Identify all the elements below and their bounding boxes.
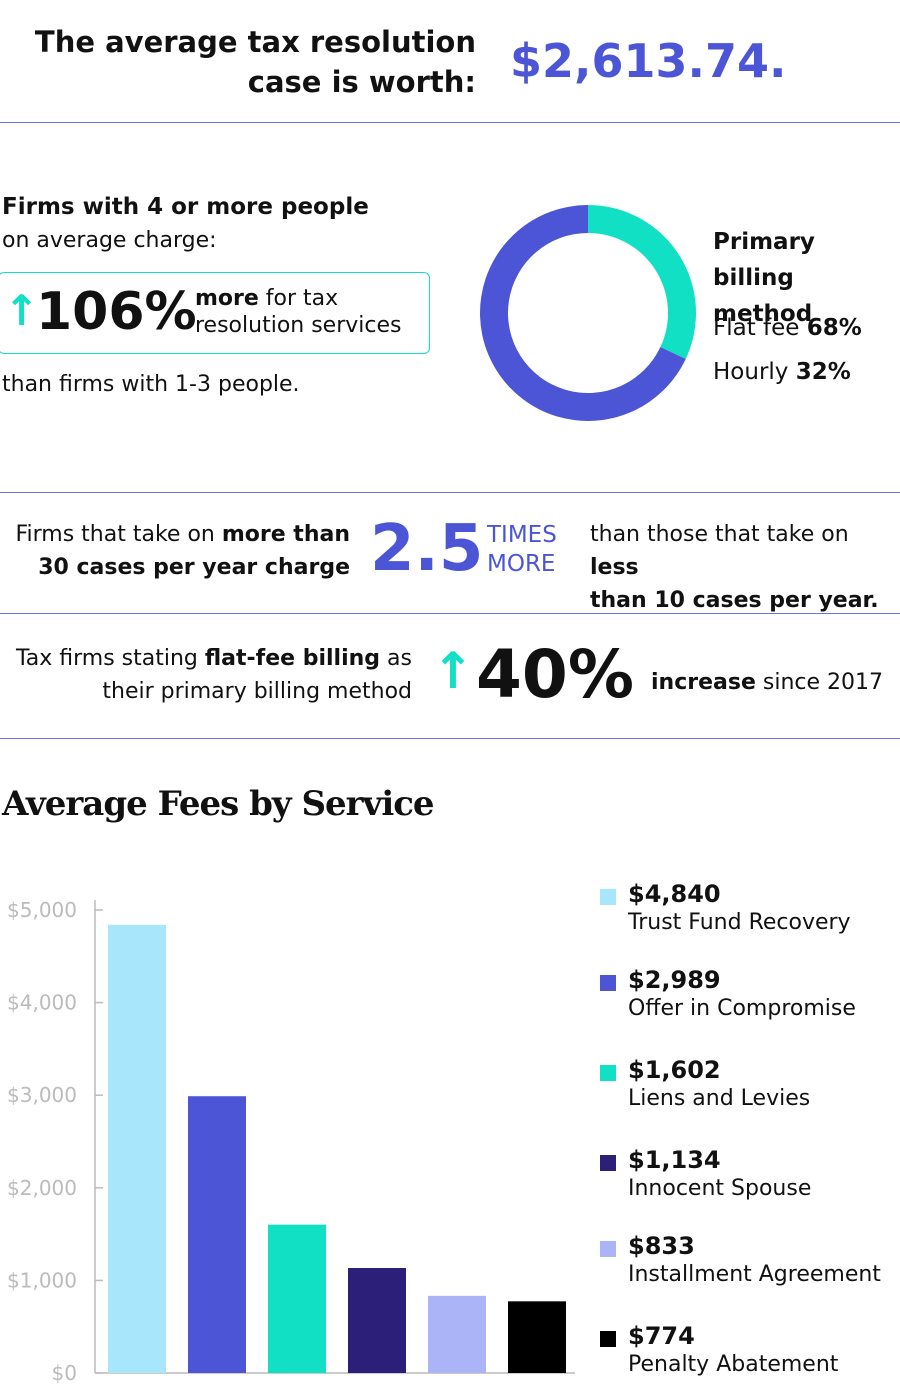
firm-footer: than firms with 1-3 people.	[2, 372, 300, 397]
volume-unit: TIMES MORE	[487, 522, 557, 577]
trend-number: 40%	[476, 636, 634, 713]
pie-legend-label: Hourly	[713, 359, 789, 385]
firm-lead: on average charge:	[2, 228, 217, 253]
divider	[0, 492, 900, 493]
bar	[108, 924, 166, 1373]
legend-swatch	[600, 975, 616, 991]
legend-swatch	[600, 1155, 616, 1171]
trend-right-text: since 2017	[755, 670, 884, 695]
header-title: The average tax resolution case is worth…	[34, 25, 476, 99]
bar	[268, 1224, 326, 1373]
legend-swatch	[600, 1065, 616, 1081]
firm-rest: for tax resolution services	[195, 286, 402, 338]
bar	[428, 1295, 486, 1373]
trend-left-rest: as their primary billing method	[102, 646, 412, 704]
legend-swatch	[600, 1241, 616, 1257]
divider	[0, 122, 900, 123]
legend-label: Offer in Compromise	[628, 996, 856, 1021]
trend-left-text: Tax firms stating	[15, 646, 205, 671]
pie-legend-item: Hourly 32%	[713, 350, 862, 394]
legend-swatch	[600, 1331, 616, 1347]
volume-number: 2.5	[370, 512, 484, 586]
y-tick-label: $3,000	[7, 1083, 77, 1107]
trend-right: increase since 2017	[651, 670, 883, 695]
pie-legend-value: 32%	[795, 359, 851, 385]
volume-right: than those that take on less than 10 cas…	[590, 518, 900, 617]
legend-label: Innocent Spouse	[628, 1176, 812, 1201]
highlight-box	[0, 272, 430, 354]
divider	[0, 613, 900, 614]
bar	[348, 1267, 406, 1373]
bar	[188, 1096, 246, 1373]
divider	[0, 738, 900, 739]
trend-left: Tax firms stating flat-fee billing as th…	[0, 642, 412, 708]
pie-legend-item: Flat fee 68%	[713, 306, 862, 350]
firm-lead-bold: Firms with 4 or more people	[2, 194, 369, 220]
bar-title: Average Fees by Service	[2, 784, 435, 824]
legend-value: $833	[628, 1232, 695, 1260]
legend-value: $774	[628, 1322, 695, 1350]
donut-slice	[588, 205, 696, 359]
up-arrow: ↑	[432, 642, 474, 700]
pie-legend-value: 68%	[806, 315, 862, 341]
up-arrow: ↑	[4, 286, 40, 335]
legend-label: Penalty Abatement	[628, 1352, 839, 1377]
legend-value: $2,989	[628, 966, 721, 994]
y-tick-label: $2,000	[7, 1176, 77, 1200]
y-tick-label: $1,000	[7, 1268, 77, 1292]
y-tick-label: $4,000	[7, 991, 77, 1015]
firm-percent: 106%	[36, 282, 197, 342]
trend-right-bold: increase	[651, 670, 756, 695]
pie-legend-label: Flat fee	[713, 315, 800, 341]
legend-label: Installment Agreement	[628, 1262, 881, 1287]
donut-chart	[480, 205, 696, 421]
volume-left-bold: more than 30 cases per year charge	[38, 522, 350, 580]
pie-legend: Flat fee 68% Hourly 32%	[713, 306, 862, 394]
legend-label: Liens and Levies	[628, 1086, 811, 1111]
volume-right-bold: less than 10 cases per year.	[590, 555, 879, 613]
y-tick-label: $5,000	[7, 898, 77, 922]
firm-more: more	[195, 286, 259, 311]
y-tick-label: $0	[52, 1361, 77, 1385]
legend-value: $1,134	[628, 1146, 721, 1174]
legend-label: Trust Fund Recovery	[628, 910, 851, 935]
volume-right-text: than those that take on	[590, 522, 849, 547]
pie-title: Primary billing method	[713, 229, 815, 327]
volume-left-text: Firms that take on	[15, 522, 222, 547]
legend-swatch	[600, 889, 616, 905]
bar-chart: $0 $1,000 $2,000 $3,000 $4,000 $5,000	[7, 898, 575, 1385]
bar	[508, 1301, 566, 1373]
legend-value: $4,840	[628, 880, 721, 908]
legend-value: $1,602	[628, 1056, 721, 1084]
header-value: $2,613.74.	[510, 34, 787, 88]
firm-note: more for tax resolution services	[195, 285, 401, 339]
trend-left-bold: flat-fee billing	[204, 646, 381, 671]
volume-left: Firms that take on more than 30 cases pe…	[0, 518, 350, 584]
